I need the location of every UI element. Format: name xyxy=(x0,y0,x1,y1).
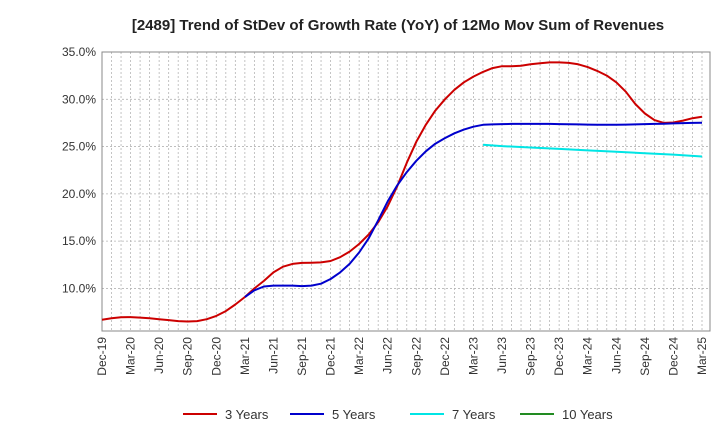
x-tick-label: Mar-21 xyxy=(238,337,252,375)
y-tick-label: 35.0% xyxy=(62,45,96,59)
x-tick-label: Jun-21 xyxy=(266,337,280,374)
series-line-7-years xyxy=(482,143,703,158)
y-axis-ticks: 10.0% 15.0% 20.0% 25.0% 30.0% 35.0% xyxy=(62,45,96,295)
grid xyxy=(102,51,710,331)
x-tick-label: Mar-24 xyxy=(581,337,595,375)
legend-label-3-years: 3 Years xyxy=(225,407,269,422)
x-tick-label: Sep-20 xyxy=(181,337,195,376)
x-tick-label: Mar-25 xyxy=(695,337,709,375)
x-tick-label: Sep-23 xyxy=(524,337,538,376)
x-tick-label: Sep-21 xyxy=(295,337,309,376)
x-tick-label: Mar-20 xyxy=(124,337,138,375)
legend-label-5-years: 5 Years xyxy=(332,407,376,422)
x-tick-label: Sep-22 xyxy=(409,337,423,376)
x-tick-label: Dec-21 xyxy=(324,337,338,376)
y-tick-label: 30.0% xyxy=(62,92,96,106)
x-tick-label: Jun-23 xyxy=(495,337,509,374)
series-line-5-years xyxy=(244,121,703,298)
y-tick-label: 20.0% xyxy=(62,187,96,201)
series-line-3-years xyxy=(101,61,703,323)
series-lines xyxy=(101,61,703,323)
legend-label-10-years: 10 Years xyxy=(562,407,613,422)
x-tick-label: Jun-22 xyxy=(381,337,395,374)
x-tick-label: Dec-22 xyxy=(438,337,452,376)
x-tick-label: Sep-24 xyxy=(638,337,652,376)
y-tick-label: 10.0% xyxy=(62,281,96,295)
plot-frame xyxy=(101,51,711,332)
legend-label-7-years: 7 Years xyxy=(452,407,496,422)
y-tick-label: 15.0% xyxy=(62,234,96,248)
x-tick-label: Mar-22 xyxy=(352,337,366,375)
x-tick-label: Dec-24 xyxy=(666,337,680,376)
x-tick-label: Dec-23 xyxy=(552,337,566,376)
legend: 3 Years 5 Years 7 Years 10 Years xyxy=(183,407,613,422)
x-tick-label: Mar-23 xyxy=(466,337,480,375)
x-tick-label: Dec-20 xyxy=(209,337,223,376)
x-tick-label: Jun-20 xyxy=(152,337,166,374)
x-tick-label: Jun-24 xyxy=(609,337,623,374)
x-axis-ticks: Dec-19 Mar-20 Jun-20 Sep-20 Dec-20 Mar-21 Jun-… xyxy=(95,337,709,376)
x-tick-label: Dec-19 xyxy=(95,337,109,376)
y-tick-label: 25.0% xyxy=(62,140,96,154)
chart-title: [2489] Trend of StDev of Growth Rate (Yo… xyxy=(132,17,664,34)
